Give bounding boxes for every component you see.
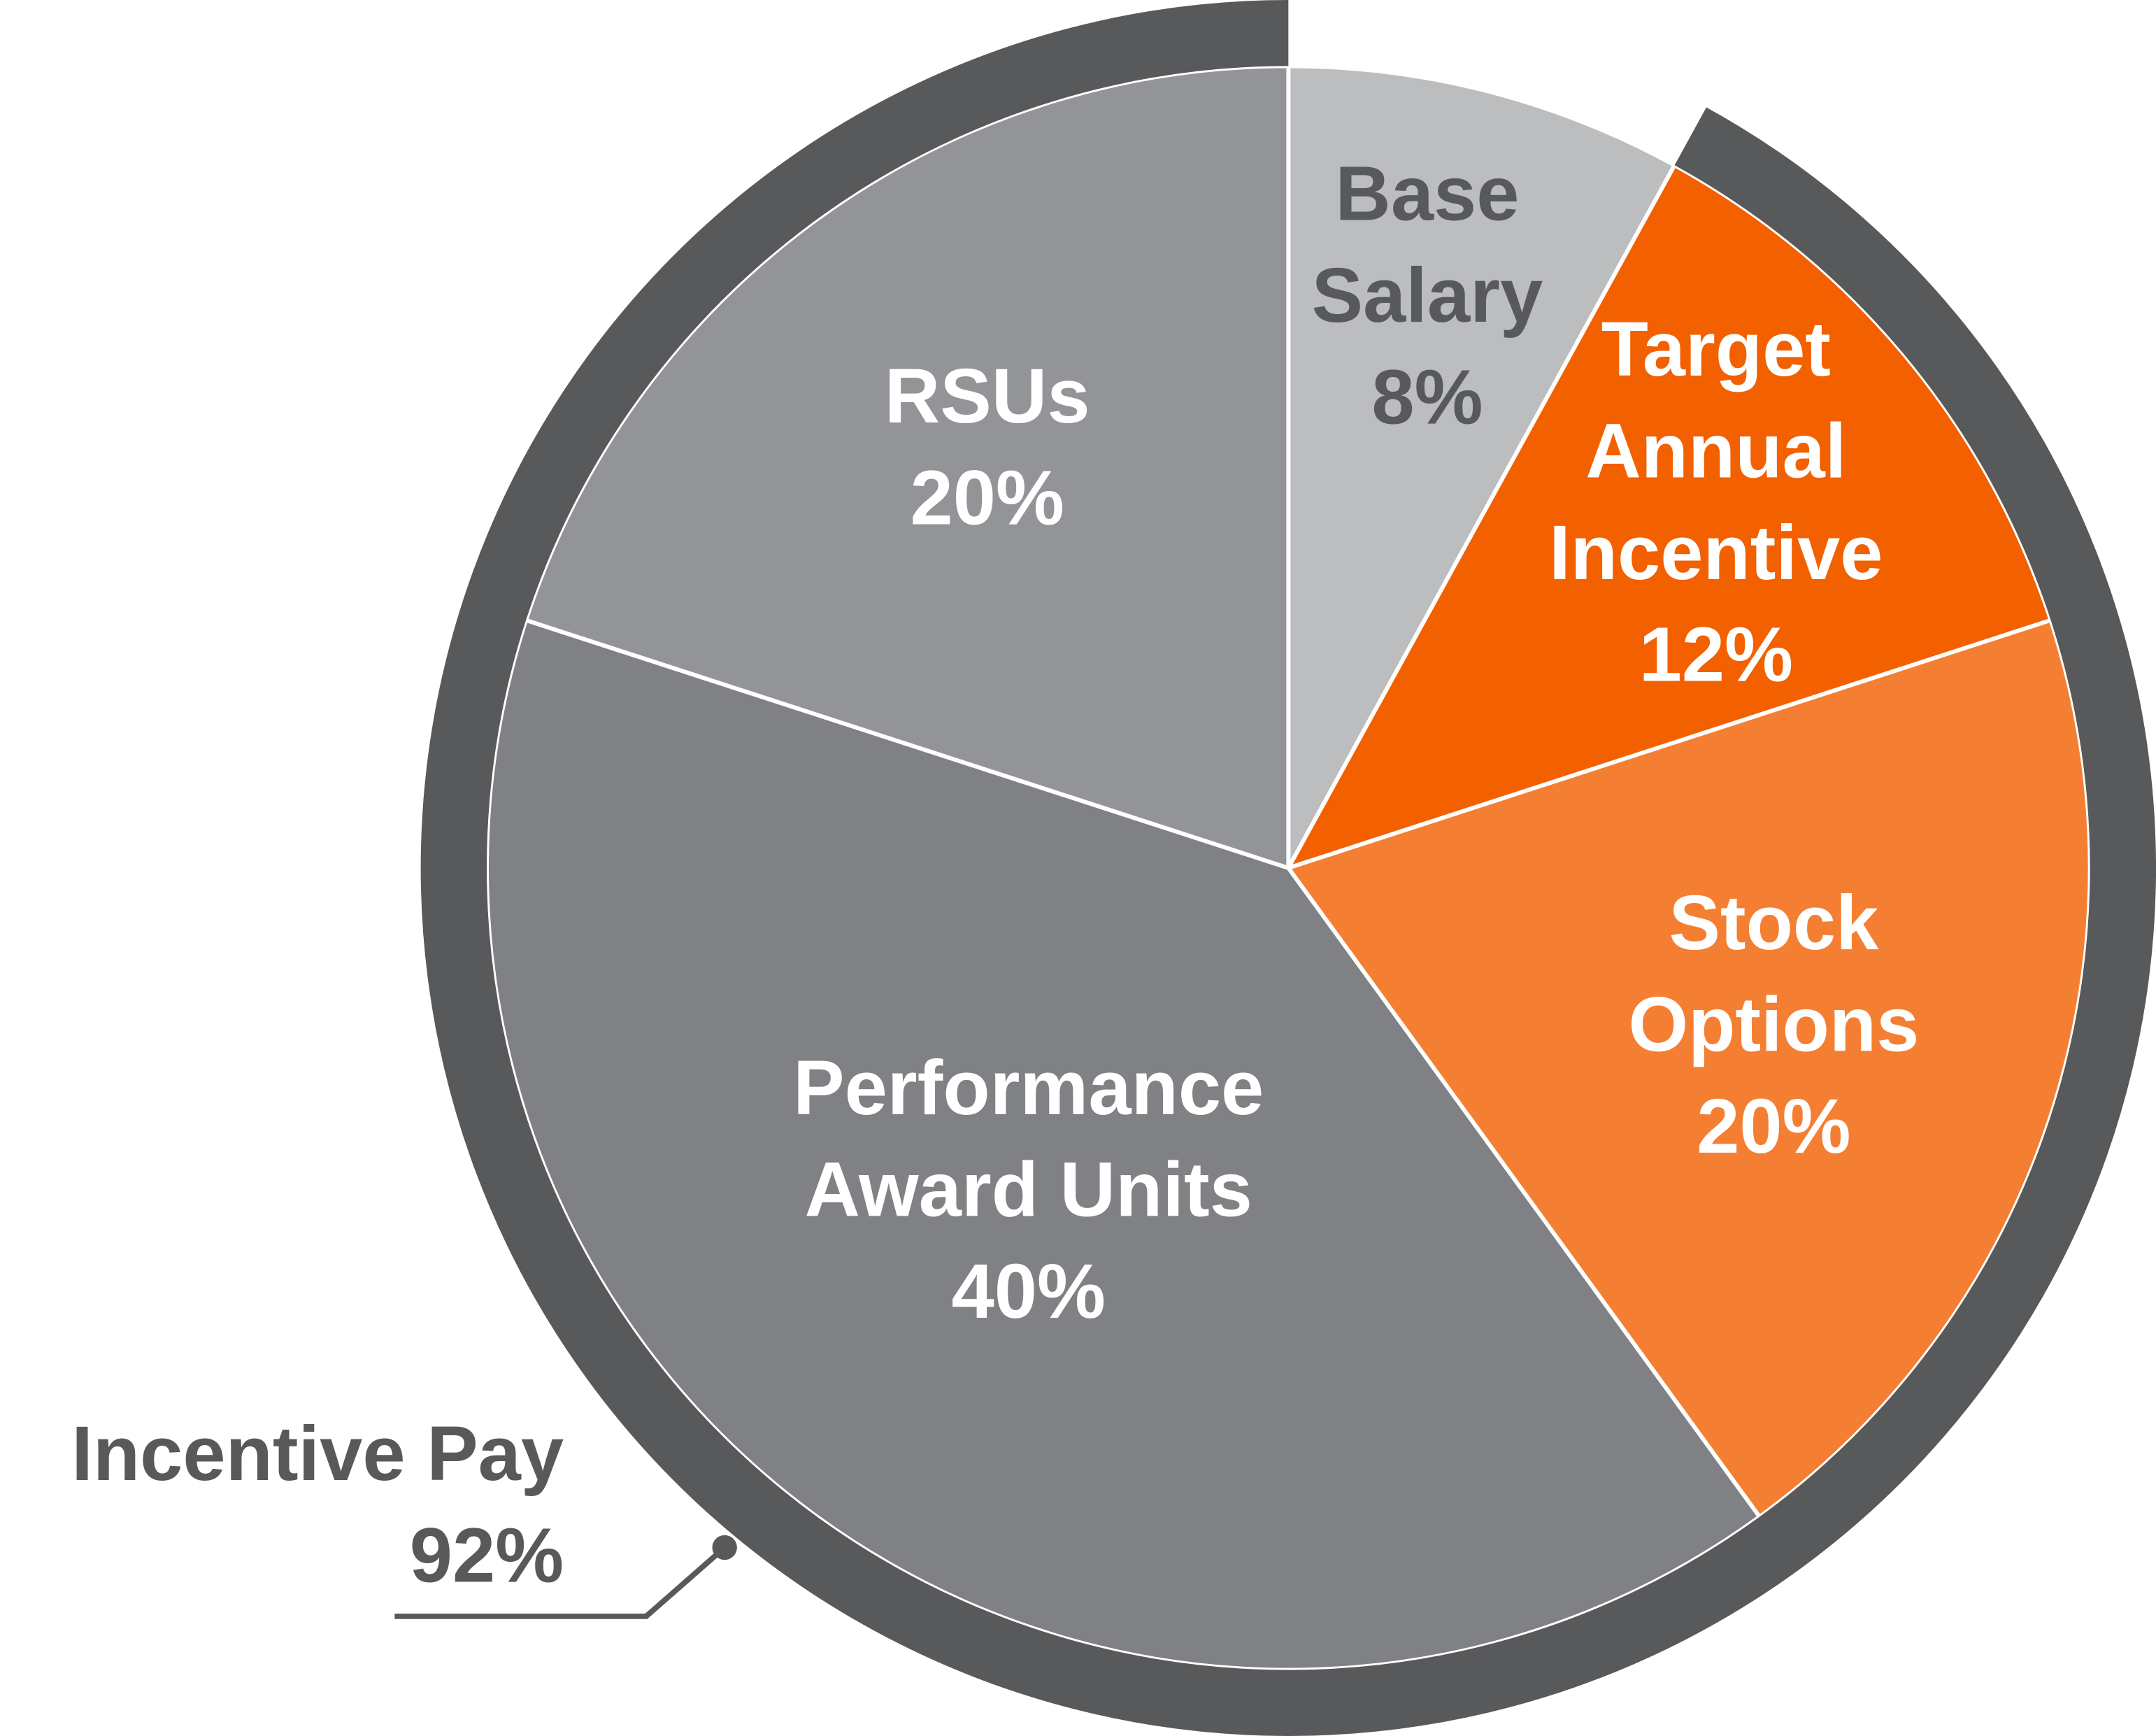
slice-name: Stock Options bbox=[1628, 878, 1920, 1068]
slice-name: RSUs bbox=[884, 352, 1090, 439]
slice-value: 40% bbox=[951, 1247, 1106, 1335]
slice-name: Base Salary bbox=[1311, 150, 1543, 339]
pie-slice bbox=[1286, 64, 1678, 869]
pie-slice bbox=[523, 64, 1291, 871]
slice-label: Performance Award Units 40% bbox=[740, 1037, 1318, 1343]
slice-name: Target Annual Incentive bbox=[1549, 305, 1883, 596]
slice-label: Target Annual Incentive 12% bbox=[1510, 299, 1922, 706]
pie-slice bbox=[485, 617, 1763, 1672]
slice-name: Performance Award Units bbox=[793, 1044, 1264, 1233]
slice-value: 20% bbox=[910, 454, 1064, 541]
leader-dot bbox=[712, 1535, 737, 1560]
annotation-value: 92% bbox=[409, 1511, 564, 1599]
slice-label: Stock Options 20% bbox=[1567, 872, 1980, 1178]
leader-line bbox=[394, 1545, 727, 1619]
pie-slice bbox=[1285, 617, 2092, 1520]
slice-value: 12% bbox=[1639, 611, 1794, 698]
slice-label: RSUs 20% bbox=[781, 346, 1194, 549]
incentive-ring bbox=[420, 0, 2156, 1736]
annotation: Incentive Pay 92% bbox=[71, 1403, 564, 1607]
pie-slice bbox=[1284, 162, 2054, 872]
slice-value: 8% bbox=[1371, 353, 1483, 441]
slice-value: 20% bbox=[1697, 1082, 1851, 1169]
annotation-label: Incentive Pay bbox=[71, 1409, 564, 1497]
slice-label: Base Salary 8% bbox=[1262, 143, 1592, 449]
